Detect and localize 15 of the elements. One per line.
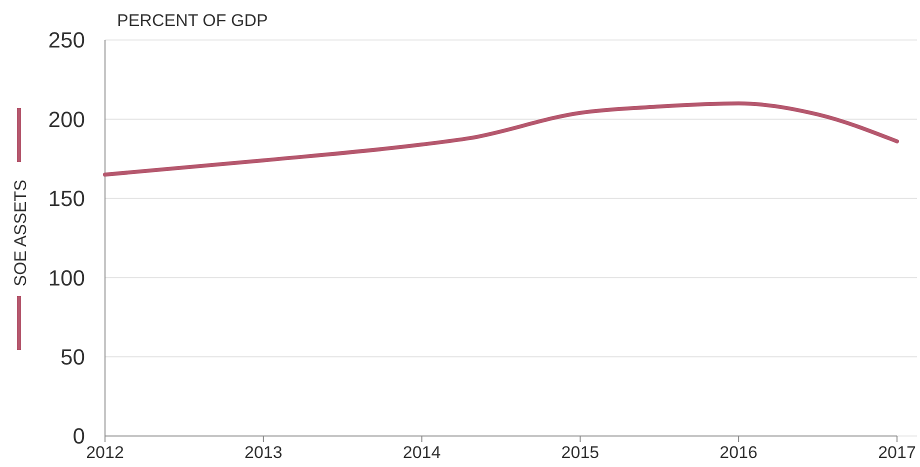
x-tick-label: 2015 [561,443,600,462]
x-tick-label: 2013 [244,443,282,462]
line-series [103,101,899,177]
x-tick-label: 2014 [402,443,441,462]
y-tick-label: 0 [72,424,85,449]
x-tick-label: 2016 [720,443,758,462]
x-tick-label: 2017 [878,443,916,462]
y-tick-label: 100 [48,265,85,290]
y-axis-title: PERCENT OF GDP [117,11,268,30]
y-tick-label: 150 [48,186,85,212]
text: SOE ASSETS [11,180,30,286]
y-tick-label: 50 [60,344,85,370]
x-tick-label: 2012 [86,443,124,462]
y-tick-label: 250 [48,28,85,53]
y-tick-label: 200 [48,106,85,132]
